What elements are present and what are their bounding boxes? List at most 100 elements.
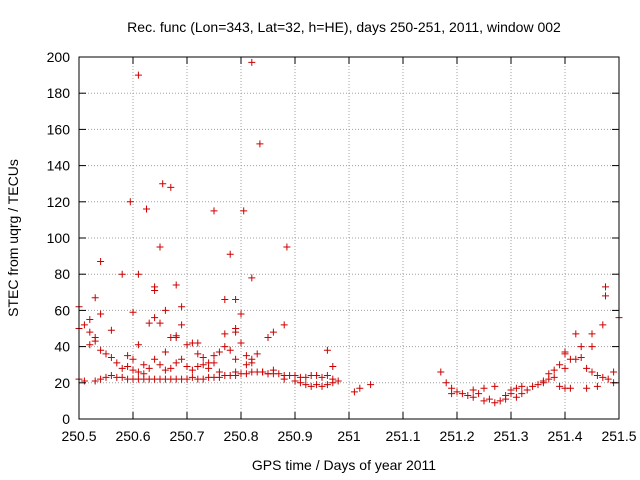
x-tick-label: 250.8 [223,428,258,444]
data-point [556,361,564,369]
data-point [194,339,202,347]
data-point [232,328,240,336]
data-point [599,373,607,381]
data-point [491,399,499,407]
data-point [194,363,202,371]
data-point [210,352,218,360]
chart-title: Rec. func (Lon=343, Lat=32, h=HE), days … [127,19,561,35]
data-point [232,368,240,376]
data-point [469,386,477,394]
data-point [313,372,321,380]
data-point [178,355,186,363]
data-point [118,364,126,372]
data-point [512,393,520,401]
y-tick-label: 40 [54,339,70,355]
data-point [313,381,321,389]
data-point [134,368,142,376]
data-point [464,391,472,399]
data-point [178,321,186,329]
data-point [329,379,337,387]
data-point [156,243,164,251]
x-tick-label: 250.5 [61,428,96,444]
data-point [86,328,94,336]
data-point [113,359,121,367]
data-point [124,352,132,360]
data-point [572,330,580,338]
data-point [129,355,137,363]
data-point [97,346,105,354]
data-point [107,326,115,334]
data-point [80,321,88,329]
data-point [448,390,456,398]
data-point [242,352,250,360]
data-point [469,393,477,401]
y-tick-label: 100 [47,230,71,246]
data-point [91,334,99,342]
data-point [275,370,283,378]
data-point [199,361,207,369]
data-point [145,364,153,372]
data-point [215,348,223,356]
data-point [134,270,142,278]
data-point [221,330,229,338]
data-point [156,319,164,327]
data-point [205,364,213,372]
data-point [172,281,180,289]
data-point [151,314,159,322]
data-point [329,363,337,371]
data-point [91,377,99,385]
data-point [248,58,256,66]
data-point [159,180,167,188]
x-tick-label: 250.6 [115,428,150,444]
data-point [253,350,261,358]
y-tick-label: 140 [47,158,71,174]
data-point [215,368,223,376]
data-point [323,346,331,354]
data-point [356,384,364,392]
x-axis-label: GPS time / Days of year 2011 [252,457,436,473]
data-point [302,381,310,389]
data-point [248,274,256,282]
data-point [240,207,248,215]
data-point [518,390,526,398]
data-point [269,366,277,374]
data-point [172,359,180,367]
x-tick-label: 251.5 [601,428,636,444]
data-point [602,292,609,300]
data-point [323,372,331,380]
data-point [172,334,180,342]
data-point [188,373,196,381]
data-point [588,343,596,351]
data-point [577,343,585,351]
data-point [107,353,115,361]
data-point [269,328,277,336]
data-point [604,375,612,383]
data-point [126,198,134,206]
data-point [480,397,488,405]
grid [79,57,619,419]
data-point [264,370,272,378]
data-points [75,58,623,407]
data-point [97,310,105,318]
y-tick-label: 200 [47,49,71,65]
data-point [507,386,515,394]
data-point [102,373,110,381]
data-point [161,306,169,314]
data-point [302,373,310,381]
x-tick-label: 250.9 [277,428,312,444]
data-point [577,353,585,361]
data-point [86,341,94,349]
data-point [210,359,218,367]
data-point [593,382,601,390]
data-point [188,366,196,374]
y-tick-label: 120 [47,194,71,210]
data-point [140,370,148,378]
data-point [512,384,520,392]
data-point [178,303,186,311]
x-tick-label: 251 [337,428,361,444]
data-point [453,388,461,396]
y-tick-label: 20 [54,375,70,391]
data-point [496,397,504,405]
data-point [367,381,375,389]
